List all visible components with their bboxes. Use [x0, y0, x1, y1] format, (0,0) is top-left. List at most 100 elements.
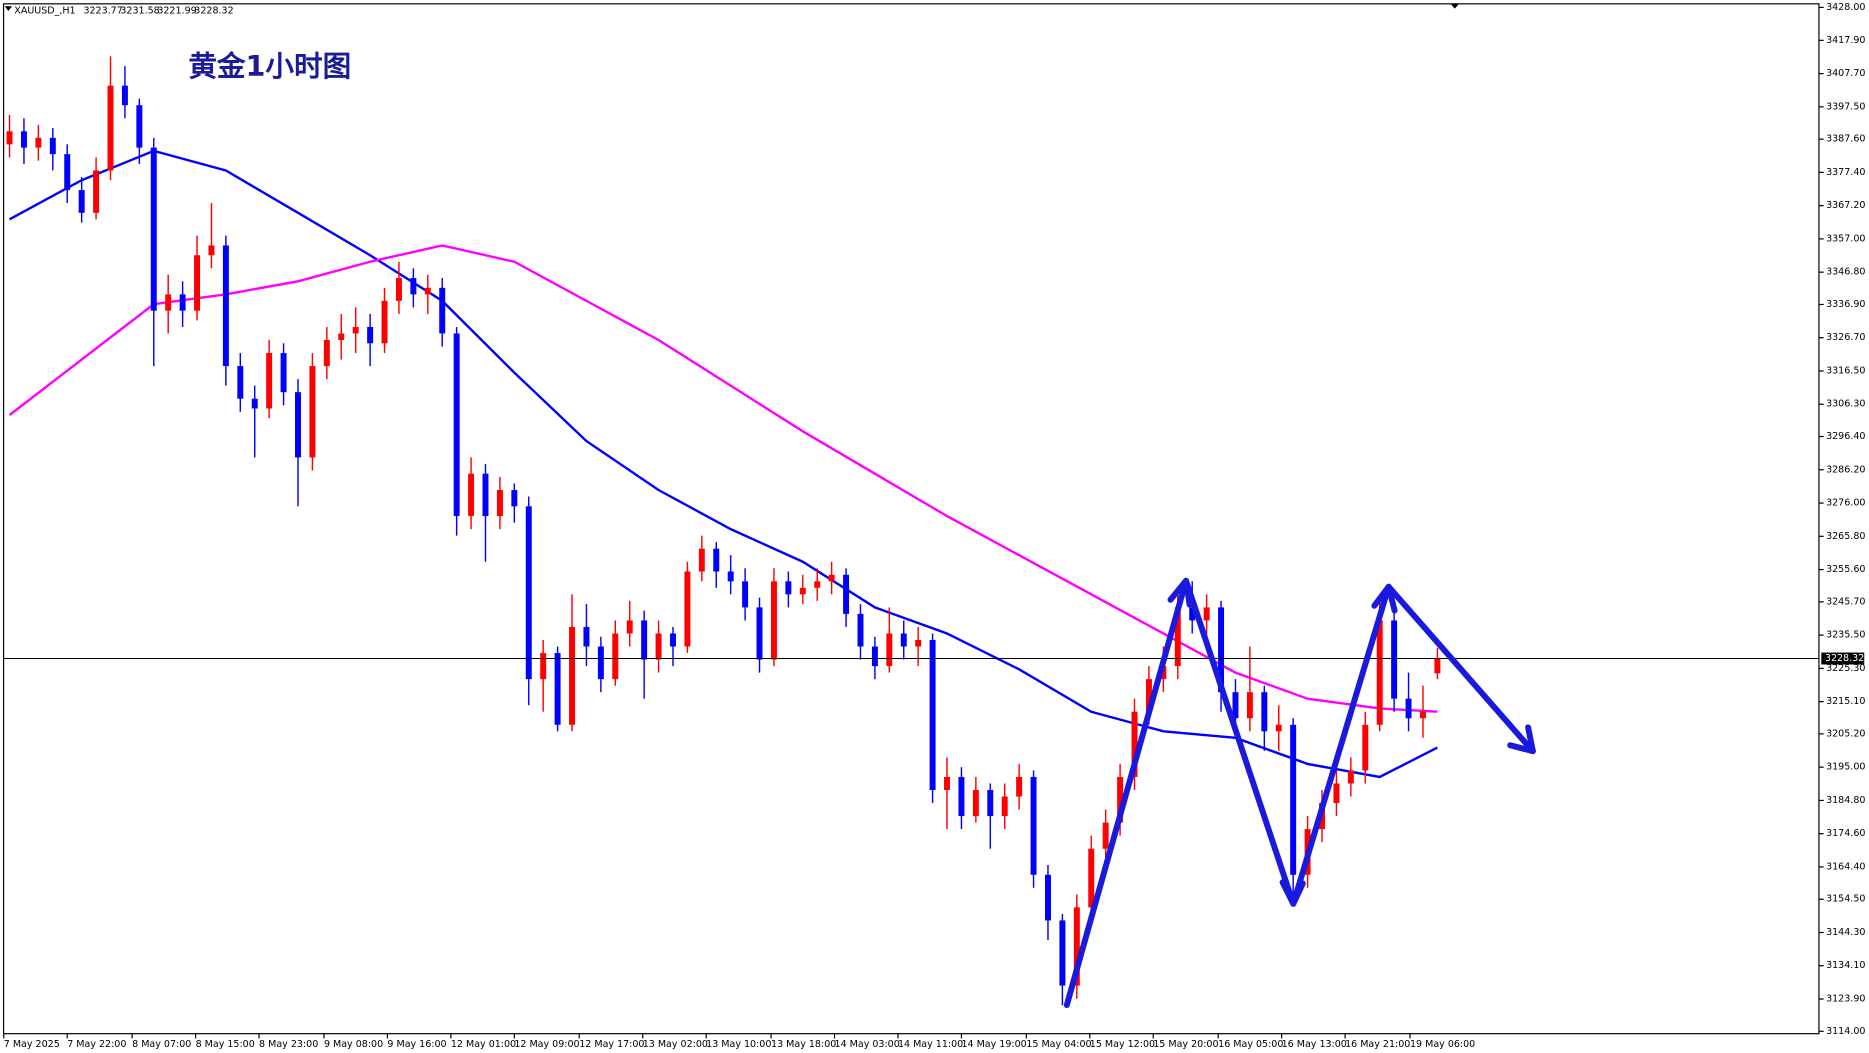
candle-body [511, 490, 518, 507]
y-tick-label: 3265.80 [1826, 531, 1865, 542]
y-tick-label: 3144.30 [1826, 927, 1865, 938]
y-tick-label: 3428.00 [1826, 2, 1865, 13]
candle-body [1275, 724, 1282, 732]
arrow-head [1167, 577, 1193, 608]
header-open: 3223.77 [83, 5, 122, 16]
header-icon [4, 6, 12, 11]
x-tick-label: 15 May 20:00 [1153, 1039, 1218, 1050]
candle-body [655, 633, 662, 660]
candle-body [554, 653, 561, 725]
plot-frame [2, 3, 1820, 1035]
candle-body [1376, 620, 1383, 725]
candle-body [1232, 692, 1239, 719]
candle-body [698, 548, 705, 572]
candle-body [1088, 848, 1095, 908]
candle-body [496, 490, 503, 517]
x-tick-label: 15 May 04:00 [1026, 1039, 1091, 1050]
x-tick-label: 8 May 07:00 [132, 1039, 191, 1050]
candle-body [468, 473, 475, 517]
candle-body [1391, 620, 1398, 699]
candle-body [1189, 607, 1196, 621]
x-tick-label: 12 May 17:00 [579, 1039, 644, 1050]
y-tick-label: 3154.50 [1826, 894, 1865, 905]
candle-body [424, 287, 431, 295]
y-tick-label: 3346.80 [1826, 267, 1865, 278]
shift-marker [1450, 3, 1459, 9]
candle-body [309, 366, 316, 458]
candle-body [670, 633, 676, 647]
x-tick-label: 12 May 09:00 [514, 1039, 579, 1050]
candle-body [395, 278, 402, 301]
candle-body [612, 633, 619, 680]
candle-body [958, 776, 965, 817]
candle-body [136, 105, 143, 148]
header-close: 3228.32 [194, 5, 233, 16]
candle-body [756, 607, 763, 660]
y-tick-label: 3114.00 [1826, 1026, 1865, 1037]
candle-body [1362, 724, 1369, 771]
price-tag-label: 3228.32 [1825, 653, 1864, 664]
y-tick-label: 3245.70 [1826, 596, 1865, 607]
arrow-head [1371, 583, 1398, 614]
y-tick-label: 3215.10 [1826, 696, 1865, 707]
candle-body [6, 131, 13, 145]
y-tick-label: 3184.80 [1826, 795, 1865, 806]
candle-body [1434, 658, 1441, 674]
candle-body [179, 294, 186, 311]
x-tick-label: 14 May 03:00 [835, 1039, 900, 1050]
candle-body [843, 574, 850, 614]
y-tick-label: 3387.60 [1826, 134, 1865, 145]
candle-body [871, 646, 878, 667]
x-tick-label: 9 May 16:00 [387, 1039, 446, 1050]
candle-body [1333, 783, 1340, 804]
y-tick-label: 3306.30 [1826, 399, 1865, 410]
candle-body [1405, 698, 1412, 719]
x-tick-label: 7 May 22:00 [67, 1039, 126, 1050]
candle-body [208, 245, 215, 256]
candle-body [1347, 770, 1354, 784]
y-tick-label: 3276.00 [1826, 498, 1865, 509]
candle-body [49, 137, 56, 155]
candle-body [93, 170, 100, 213]
x-tick-label: 13 May 18:00 [771, 1039, 836, 1050]
y-tick-label: 3286.20 [1826, 464, 1865, 475]
candle-body [1419, 711, 1426, 719]
y-tick-label: 3134.10 [1826, 960, 1865, 971]
candle-body [1246, 692, 1253, 719]
candle-body [1102, 822, 1109, 849]
y-tick-label: 3367.20 [1826, 200, 1865, 211]
candle-body [20, 131, 27, 148]
candle-body [727, 571, 734, 582]
candle-body [785, 581, 792, 595]
candle-body [323, 340, 330, 367]
candle-body [583, 626, 590, 647]
x-tick-label: 13 May 10:00 [706, 1039, 771, 1050]
candle-body [713, 548, 720, 572]
candle-body [381, 300, 388, 344]
y-tick-label: 3235.50 [1826, 630, 1865, 641]
x-tick-label: 12 May 01:00 [451, 1039, 516, 1050]
candle-body [972, 789, 979, 817]
candle-body [1001, 796, 1008, 817]
candle-body [857, 613, 864, 647]
candle-body [1145, 679, 1152, 712]
header-low: 3221.99 [157, 5, 196, 16]
candle-body [1117, 776, 1124, 823]
candle-body [367, 326, 374, 344]
x-tick-label: 7 May 2025 [4, 1039, 60, 1050]
y-tick-label: 3417.90 [1826, 35, 1865, 46]
candle-body [251, 398, 258, 409]
candle-body [280, 353, 287, 393]
candle-body [799, 587, 806, 595]
y-tick-label: 3357.00 [1826, 233, 1865, 244]
x-tick-label: 16 May 05:00 [1218, 1039, 1283, 1050]
x-tick-label: 16 May 21:00 [1345, 1039, 1410, 1050]
candle-body [1290, 724, 1297, 875]
x-tick-label: 15 May 12:00 [1090, 1039, 1155, 1050]
candle-body [641, 620, 648, 660]
candle-body [886, 633, 893, 667]
chart-title: 黄金1小时图 [188, 49, 351, 83]
candle-body [1218, 607, 1225, 693]
candle-body [900, 633, 907, 647]
